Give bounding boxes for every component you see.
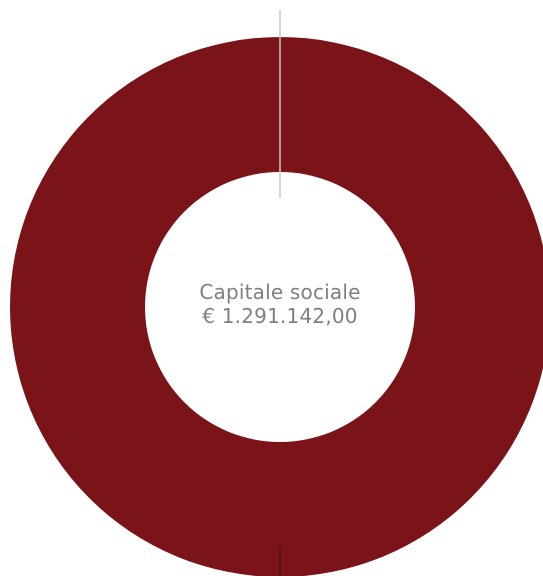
center-label-title: Capitale sociale — [199, 280, 361, 304]
center-label-value: € 1.291.142,00 — [202, 304, 358, 328]
donut-center-label: Capitale sociale € 1.291.142,00 — [143, 280, 417, 328]
donut-hole — [145, 172, 415, 442]
